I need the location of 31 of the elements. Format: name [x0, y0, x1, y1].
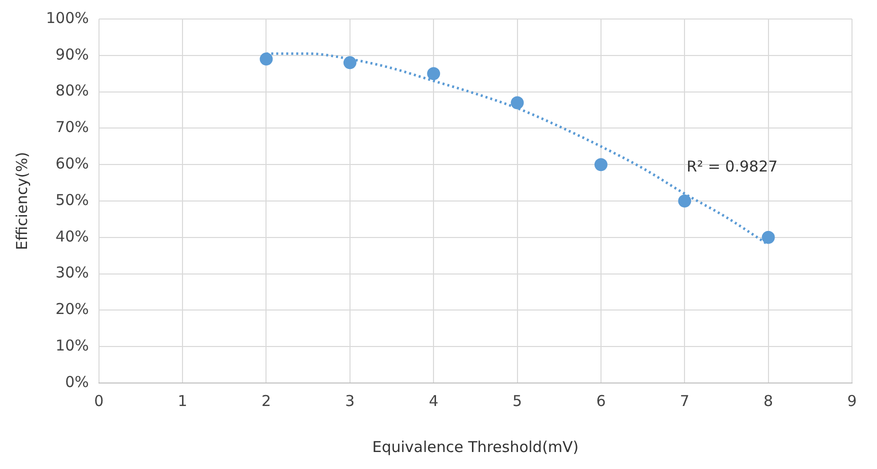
- x-tick-label: 9: [847, 392, 857, 410]
- y-tick-label: 40%: [56, 227, 89, 246]
- y-tick-label: 20%: [56, 300, 89, 318]
- y-tick-label: 0%: [65, 372, 89, 391]
- x-tick-label: 1: [178, 392, 188, 410]
- point: [260, 52, 273, 66]
- y-tick-label: 60%: [56, 154, 89, 172]
- point: [510, 96, 524, 110]
- point: [594, 158, 608, 172]
- x-axis-title: Equivalence Threshold(mV): [372, 438, 579, 456]
- y-tick-label: 30%: [56, 264, 89, 282]
- y-tick-label: 50%: [56, 190, 89, 209]
- x-tick-label: 0: [94, 392, 104, 410]
- x-tick-label: 8: [764, 392, 774, 410]
- x-tick-label: 5: [512, 392, 522, 410]
- x-tick-label: 3: [345, 392, 355, 410]
- point: [427, 67, 440, 80]
- point: [678, 194, 692, 208]
- point: [762, 230, 775, 244]
- x-tick-label: 7: [680, 392, 690, 410]
- point: [343, 56, 356, 70]
- y-tick-label: 100%: [46, 8, 89, 27]
- x-tick-label: 6: [596, 392, 606, 410]
- x-tick-label: 2: [261, 392, 272, 410]
- y-tick-label: 70%: [56, 118, 89, 136]
- annotation: R² = 0.9827: [686, 158, 778, 176]
- x-tick-label: 4: [428, 392, 438, 410]
- y-tick-label: 90%: [56, 45, 89, 64]
- y-tick-label: 10%: [56, 336, 89, 354]
- y-tick-label: 80%: [56, 82, 89, 100]
- y-axis-title: Efficiency(%): [12, 152, 31, 250]
